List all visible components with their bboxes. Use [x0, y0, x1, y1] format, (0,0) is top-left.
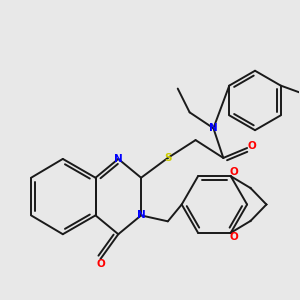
Text: N: N: [114, 154, 123, 164]
Text: N: N: [209, 123, 218, 133]
Text: O: O: [248, 141, 256, 151]
Text: O: O: [96, 259, 105, 269]
Text: N: N: [137, 210, 146, 220]
Text: O: O: [229, 232, 238, 242]
Text: O: O: [229, 167, 238, 177]
Text: S: S: [164, 153, 172, 163]
